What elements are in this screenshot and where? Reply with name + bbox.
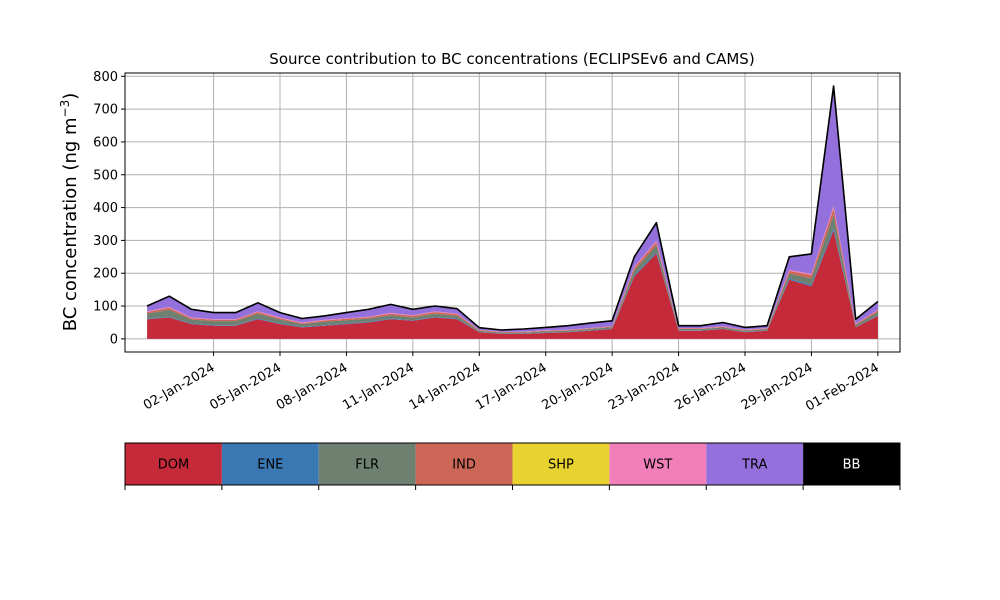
x-tick-label: 23-Jan-2024 — [606, 360, 683, 413]
x-tick-label: 29-Jan-2024 — [739, 360, 816, 413]
legend-label-tra: TRA — [741, 458, 767, 473]
grid — [125, 73, 900, 352]
x-tick-label: 11-Jan-2024 — [340, 360, 417, 413]
x-tick-label: 26-Jan-2024 — [672, 360, 749, 413]
y-axis-label: BC concentration (ng m−3) — [58, 93, 81, 332]
legend-swatch-ind — [415, 443, 513, 485]
y-tick-label: 700 — [93, 103, 118, 118]
area-wst — [147, 205, 878, 332]
plot-frame — [124, 72, 901, 353]
total-line — [146, 85, 879, 331]
y-tick-label: 100 — [93, 300, 118, 315]
y-axis-label-exponent: −3 — [58, 100, 72, 118]
legend-label-shp: SHP — [548, 458, 574, 473]
legend-label-wst: WST — [643, 458, 672, 473]
legend-label-ind: IND — [452, 458, 476, 473]
y-tick-label: 0 — [110, 332, 118, 347]
total-concentration-line — [146, 85, 879, 331]
area-ind — [147, 208, 878, 333]
y-axis: 0 100 200 300 400 500 600 700 800 — [93, 70, 125, 347]
y-axis-label-main: BC concentration (ng m — [60, 117, 81, 331]
stacked-areas — [147, 86, 878, 339]
area-tra — [147, 86, 878, 332]
legend-label-bb: BB — [843, 458, 861, 473]
legend-swatch-flr — [318, 443, 416, 485]
y-tick-label: 800 — [93, 70, 118, 85]
chart-title: Source contribution to BC concentrations… — [269, 50, 754, 68]
y-tick-label: 600 — [93, 135, 118, 150]
y-tick-label: 300 — [93, 234, 118, 249]
area-dom — [147, 230, 878, 339]
legend-label-flr: FLR — [355, 458, 379, 473]
y-tick-label: 500 — [93, 168, 118, 183]
legend-swatch-bb — [803, 443, 900, 485]
legend-swatch-ene — [221, 443, 319, 485]
legend-colorbar: DOM ENE FLR IND SHP WST TRA BB — [124, 442, 901, 490]
x-tick-label: 05-Jan-2024 — [207, 360, 284, 413]
x-axis: 02-Jan-202405-Jan-202408-Jan-202411-Jan-… — [141, 352, 882, 414]
y-tick-label: 200 — [93, 267, 118, 282]
legend-swatch-shp — [512, 443, 610, 485]
legend-label-ene: ENE — [257, 458, 283, 473]
legend-label-dom: DOM — [158, 458, 189, 473]
x-tick-label: 08-Jan-2024 — [274, 360, 351, 413]
x-tick-label: 14-Jan-2024 — [407, 360, 484, 413]
legend-swatch-wst — [609, 443, 707, 485]
x-tick-label: 02-Jan-2024 — [141, 360, 218, 413]
x-tick-label: 01-Feb-2024 — [803, 360, 882, 414]
y-axis-label-suffix: ) — [60, 93, 81, 100]
x-tick-label: 20-Jan-2024 — [540, 360, 617, 413]
legend-swatch-dom — [125, 443, 222, 485]
legend-swatch-tra — [706, 443, 804, 485]
area-flr — [147, 214, 878, 334]
x-tick-label: 17-Jan-2024 — [473, 360, 550, 413]
y-tick-label: 400 — [93, 201, 118, 216]
